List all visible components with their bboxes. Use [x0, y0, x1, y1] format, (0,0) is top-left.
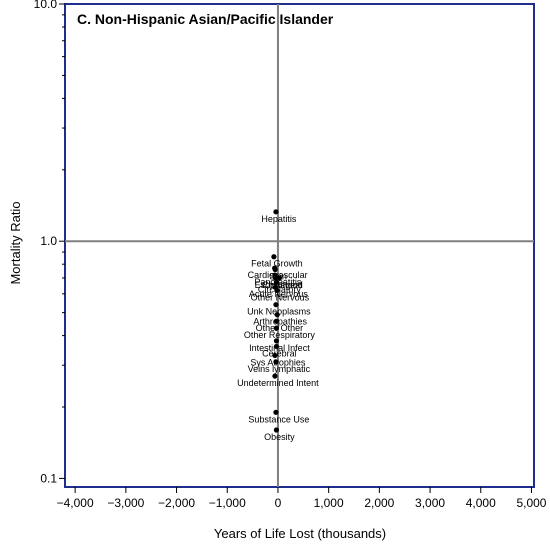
- x-tick-label: −3,000: [107, 496, 144, 510]
- data-point-label: Undetermined Intent: [237, 378, 319, 388]
- data-point-label: Childhood: [262, 280, 303, 290]
- data-point: [273, 359, 279, 365]
- data-point: [274, 312, 280, 318]
- data-point-label: Cardiovascular: [248, 270, 308, 280]
- data-point: [273, 279, 280, 286]
- x-tick-label: 5,000: [516, 496, 546, 510]
- data-point: [274, 287, 280, 294]
- data-point: [271, 254, 277, 260]
- data-point-label: Other Respiratory: [244, 330, 316, 340]
- x-tick-label: −4,000: [57, 496, 94, 510]
- data-point-label: Fetal Growth: [251, 259, 303, 269]
- data-point-label: Unk Neoplasms: [247, 307, 311, 317]
- data-point-label: Other Nervous: [251, 292, 310, 302]
- y-tick-label: 1.0: [40, 234, 57, 248]
- data-point-label: Hepatitis: [261, 214, 297, 224]
- x-axis-ticks: −4,000 −3,000 −2,000 −1,000 0 1,000 2,000 3,000…: [57, 487, 547, 510]
- data-point: [272, 275, 279, 281]
- x-tick-label: 3,000: [415, 496, 445, 510]
- x-tick-label: 2,000: [364, 496, 394, 510]
- data-point-label: Veins lymphatic: [248, 364, 311, 374]
- reference-lines: [65, 4, 534, 487]
- y-axis-label: Mortality Ratio: [8, 201, 23, 284]
- data-point: [272, 373, 278, 379]
- data-point: [272, 266, 278, 273]
- data-point-label: Cerebral: [262, 348, 297, 358]
- data-point: [273, 338, 280, 344]
- y-tick-label: 0.1: [40, 471, 57, 485]
- data-point: [273, 427, 280, 433]
- data-point: [273, 318, 280, 324]
- chart-title: C. Non-Hispanic Asian/Pacific Islander: [77, 11, 334, 27]
- data-point: [272, 352, 278, 359]
- data-point-label: Intestinal Infect: [249, 343, 310, 353]
- data-point-label: Obesity: [264, 432, 295, 442]
- data-point-label: Esophageal: [255, 280, 303, 290]
- data-point: [273, 209, 279, 215]
- data-point-label: Substance Use: [248, 414, 309, 424]
- x-axis-label: Years of Life Lost (thousands): [214, 526, 386, 541]
- data-point-label: Acute Nervous: [249, 289, 309, 299]
- y-axis-ticks: 0.1 1.0 10.0: [34, 0, 65, 485]
- data-point: [276, 275, 283, 281]
- data-point: [273, 343, 280, 350]
- x-tick-label: −2,000: [158, 496, 195, 510]
- x-tick-label: 1,000: [314, 496, 344, 510]
- plot-frame: [64, 3, 535, 488]
- y-tick-label: 10.0: [34, 0, 58, 11]
- x-tick-label: 4,000: [466, 496, 496, 510]
- data-point: [273, 302, 279, 308]
- x-tick-label: 0: [275, 496, 282, 510]
- data-point: [273, 325, 280, 331]
- x-tick-label: −1,000: [209, 496, 246, 510]
- data-point-label: Other Other: [256, 323, 304, 333]
- data-point-label: Circulatory: [258, 284, 302, 294]
- data-point: [273, 409, 279, 415]
- data-point-label: Arthropathies: [253, 317, 307, 327]
